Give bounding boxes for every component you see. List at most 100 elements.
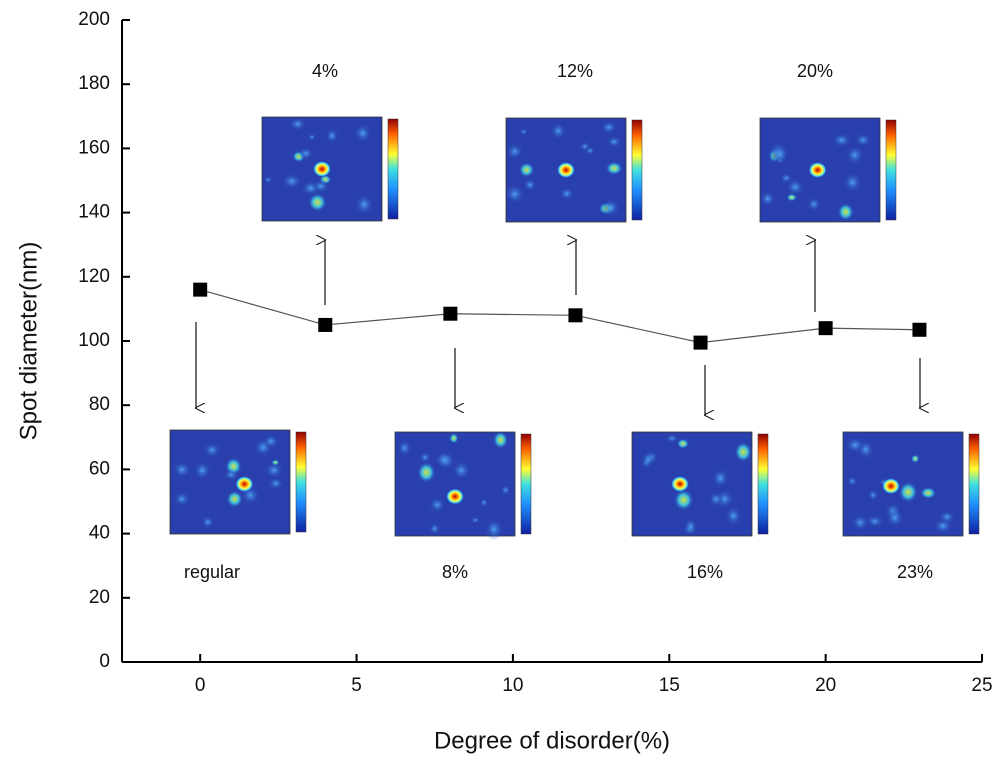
x-tick-label: 25: [971, 675, 992, 696]
data-line: [200, 290, 919, 343]
y-tick-label: 100: [78, 330, 110, 351]
heatmap-blob: [480, 498, 489, 507]
heatmap-peak: [557, 162, 575, 178]
inset-label: 4%: [312, 61, 338, 81]
heatmap-blob: [289, 117, 306, 131]
inset-label: 16%: [687, 562, 723, 582]
heatmap-blob: [452, 461, 471, 480]
inset-label: 20%: [797, 61, 833, 81]
colorbar: [758, 434, 768, 534]
heatmap-blob: [203, 442, 221, 457]
heatmap-blob: [354, 123, 372, 142]
heatmap-blob: [193, 461, 211, 480]
heatmap-blob: [847, 476, 857, 486]
heatmap-blob: [224, 469, 239, 481]
heatmap-blob: [268, 477, 284, 490]
heatmap-peak: [882, 478, 900, 494]
data-point: [193, 283, 207, 297]
inset-image: [760, 118, 896, 222]
chart: Degree of disorder(%) Spot diameter(nm) …: [0, 0, 998, 761]
heatmap-blob: [429, 522, 439, 534]
heatmap-blob: [920, 487, 936, 499]
heatmap-blob: [398, 440, 412, 456]
heatmap-blob: [435, 451, 454, 468]
heatmap-blob: [760, 191, 776, 206]
heatmap-blob: [674, 489, 694, 511]
data-point: [694, 336, 708, 350]
heatmap-peak: [313, 161, 331, 177]
inset-image: [843, 432, 979, 536]
data-point: [318, 318, 332, 332]
heatmap-blob: [837, 203, 854, 221]
heatmap-blob: [282, 173, 302, 188]
heatmap-blob: [898, 482, 917, 503]
heatmap-blob: [312, 179, 329, 193]
y-axis-title: Spot diameter(nm): [15, 242, 42, 441]
heatmap-peak: [446, 488, 464, 504]
inset-label: 23%: [897, 562, 933, 582]
inset-label: 8%: [442, 562, 468, 582]
colorbar: [388, 119, 398, 219]
y-tick-label: 20: [89, 587, 110, 608]
heatmap-blob: [506, 143, 523, 160]
heatmap-blob: [500, 485, 510, 496]
x-tick-label: 0: [195, 675, 206, 696]
data-point: [819, 321, 833, 335]
heatmap-blob: [684, 518, 697, 534]
heatmap-blob: [780, 173, 793, 183]
heatmap-blob: [845, 437, 864, 453]
heatmap-blob: [174, 491, 190, 506]
x-tick-label: 5: [351, 675, 362, 696]
y-tick-label: 200: [78, 9, 110, 30]
x-tick-label: 10: [502, 675, 523, 696]
heatmap-peak: [235, 476, 253, 492]
heatmap-blob: [606, 162, 623, 176]
inset-label: regular: [184, 562, 240, 582]
heatmap-blob: [493, 431, 509, 449]
y-tick-label: 60: [89, 458, 110, 479]
heatmap-blob: [325, 128, 338, 144]
y-tick-label: 80: [89, 394, 110, 415]
heatmap-blob: [843, 172, 862, 192]
heatmap-peak: [809, 162, 827, 178]
heatmap-blob: [307, 134, 316, 141]
heatmap-blob: [832, 133, 851, 148]
heatmap-blob: [519, 162, 535, 177]
heatmap-blob: [734, 442, 752, 463]
heatmap-blob: [771, 145, 788, 163]
colorbar: [632, 120, 642, 220]
heatmap-blob: [807, 197, 821, 211]
heatmap-blob: [665, 434, 678, 443]
heatmap-blob: [580, 142, 590, 152]
heatmap-blob: [419, 452, 430, 463]
inset-image: [505, 118, 642, 222]
y-tick-label: 160: [78, 137, 110, 158]
heatmap-blob: [559, 187, 574, 200]
heatmap-blob: [725, 506, 742, 526]
heatmap-peak: [671, 476, 689, 492]
heatmap-blob: [471, 517, 481, 524]
heatmap-blob: [485, 518, 504, 540]
inset-label: 12%: [557, 61, 593, 81]
colorbar: [521, 434, 531, 534]
data-point: [568, 308, 582, 322]
heatmap-blob: [519, 129, 528, 135]
heatmap-blob: [417, 462, 436, 483]
colorbar: [296, 432, 306, 532]
heatmap-blob: [550, 122, 566, 139]
inset-image: [632, 432, 768, 536]
heatmap-blob: [601, 121, 618, 134]
y-tick-label: 40: [89, 523, 110, 544]
x-axis-title: Degree of disorder(%): [434, 727, 670, 754]
data-point: [443, 307, 457, 321]
heatmap-blob: [505, 184, 525, 204]
heatmap-blob: [602, 198, 620, 217]
heatmap-blob: [226, 490, 243, 507]
heatmap-blob: [868, 489, 879, 500]
colorbar: [969, 434, 979, 534]
heatmap-blob: [264, 176, 273, 183]
inset-image: [170, 430, 306, 534]
heatmap-blob: [845, 145, 864, 165]
heatmap-blob: [855, 133, 871, 146]
heatmap-blob: [262, 434, 279, 448]
